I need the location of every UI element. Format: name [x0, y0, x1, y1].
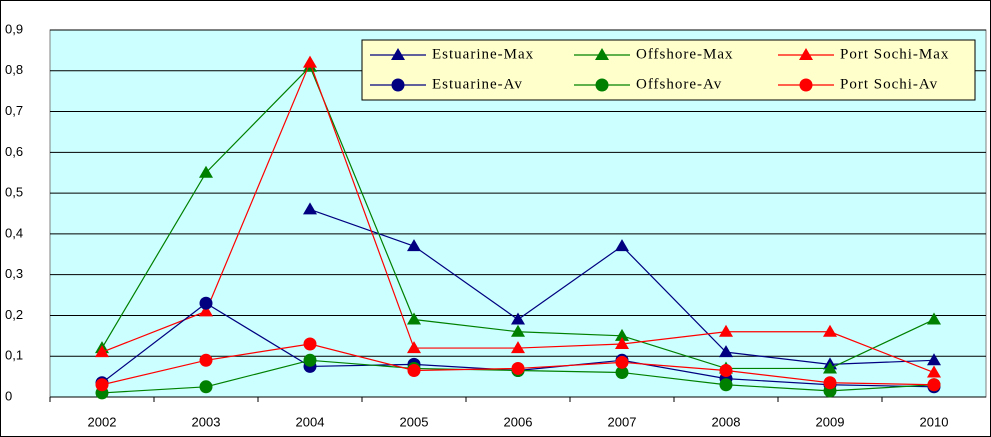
marker: [615, 366, 629, 380]
x-tick-label: 2003: [192, 414, 221, 429]
y-tick-label: 0,3: [5, 266, 23, 281]
marker: [719, 363, 733, 377]
marker: [615, 239, 629, 252]
legend-label: Port Sochi-Max: [840, 46, 949, 62]
marker: [407, 341, 421, 354]
marker: [199, 296, 213, 310]
y-tick-label: 0: [5, 388, 12, 403]
x-tick-label: 2006: [504, 414, 533, 429]
marker: [615, 336, 629, 349]
y-tick-label: 0,4: [5, 225, 23, 240]
marker: [615, 328, 629, 341]
marker: [95, 345, 109, 358]
y-tick-label: 0,8: [5, 62, 23, 77]
marker: [927, 378, 941, 392]
marker: [823, 324, 837, 337]
marker: [511, 341, 525, 354]
legend-label: Estuarine-Max: [432, 46, 534, 62]
marker: [719, 324, 733, 337]
legend-label: Estuarine-Av: [432, 76, 523, 92]
marker: [823, 361, 837, 374]
marker: [391, 78, 405, 92]
marker: [407, 312, 421, 325]
marker: [719, 345, 733, 358]
marker: [719, 378, 733, 392]
marker: [95, 378, 109, 392]
marker: [511, 361, 525, 375]
marker: [391, 48, 405, 60]
marker: [511, 324, 525, 337]
x-tick-label: 2005: [400, 414, 429, 429]
marker: [303, 353, 317, 367]
legend-label: Offshore-Av: [636, 76, 722, 92]
marker: [927, 365, 941, 378]
marker: [927, 312, 941, 325]
marker: [303, 55, 317, 68]
marker: [303, 202, 317, 215]
y-tick-label: 0,5: [5, 185, 23, 200]
x-tick-label: 2002: [88, 414, 117, 429]
y-tick-label: 0,6: [5, 144, 23, 159]
y-tick-label: 0,9: [5, 21, 23, 36]
marker: [615, 355, 629, 369]
marker: [823, 376, 837, 390]
y-tick-label: 0,1: [5, 348, 23, 363]
marker: [407, 363, 421, 377]
marker: [511, 312, 525, 325]
legend-label: Offshore-Max: [636, 46, 734, 62]
marker: [303, 337, 317, 351]
marker: [199, 353, 213, 367]
x-tick-label: 2009: [816, 414, 845, 429]
x-tick-label: 2004: [296, 414, 325, 429]
marker: [799, 48, 813, 60]
legend-label: Port Sochi-Av: [840, 76, 938, 92]
y-tick-label: 0,7: [5, 103, 23, 118]
marker: [799, 78, 813, 92]
marker: [199, 304, 213, 317]
x-tick-label: 2010: [920, 414, 949, 429]
x-tick-label: 2007: [608, 414, 637, 429]
marker: [927, 353, 941, 366]
marker: [199, 380, 213, 394]
marker: [595, 78, 609, 92]
marker: [199, 165, 213, 178]
y-tick-label: 0,2: [5, 307, 23, 322]
marker: [595, 48, 609, 60]
x-tick-label: 2008: [712, 414, 741, 429]
marker: [407, 239, 421, 252]
legend: [361, 39, 976, 101]
